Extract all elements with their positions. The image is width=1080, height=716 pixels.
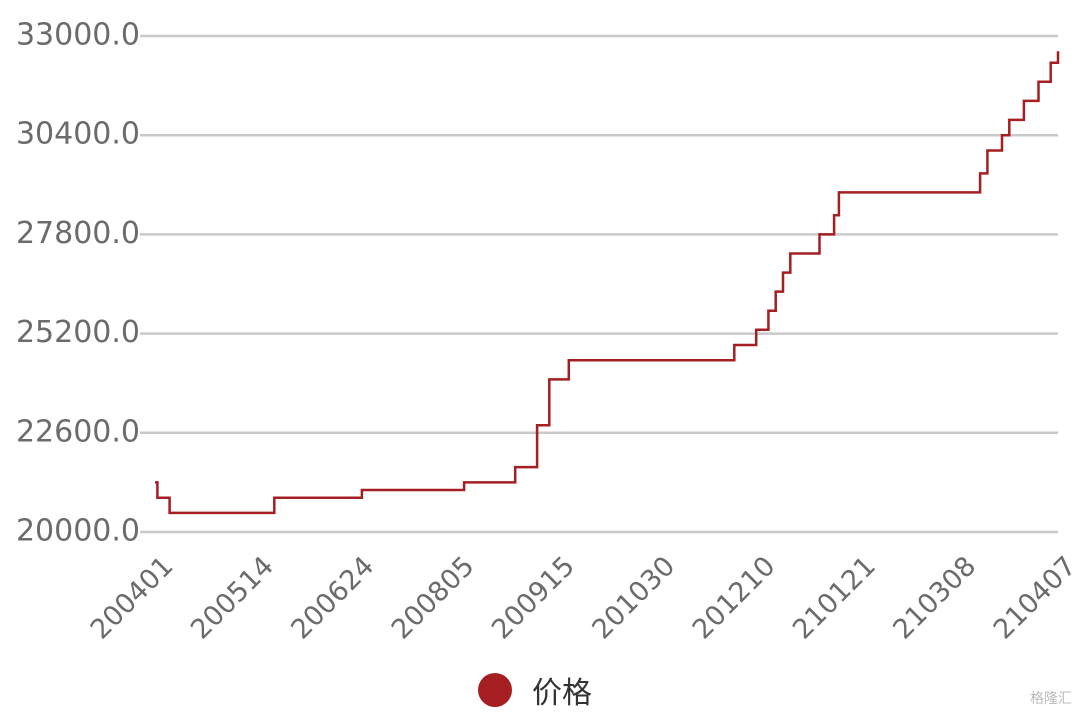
y-tick-label: 27800.0 xyxy=(16,216,140,251)
legend-label: 价格 xyxy=(532,676,592,711)
watermark: 格隆汇 xyxy=(1030,691,1072,707)
x-tick-label: 210308 xyxy=(887,551,982,646)
grid-layer xyxy=(140,34,1058,534)
y-axis: 33000.0 30400.0 27800.0 25200.0 22600.0 20000… xyxy=(16,18,140,549)
y-tick-label: 20000.0 xyxy=(16,514,140,549)
x-tick-label: 200514 xyxy=(185,551,280,646)
y-tick-label: 25200.0 xyxy=(16,315,140,350)
y-tick-label: 22600.0 xyxy=(16,414,140,449)
x-tick-label: 210407 xyxy=(988,551,1080,646)
x-axis: 200401 200514 200624 200805 200915 201030 2012… xyxy=(85,551,1080,646)
x-tick-label: 201210 xyxy=(687,551,782,646)
legend[interactable]: 价格 xyxy=(478,668,592,712)
x-tick-label: 200401 xyxy=(85,551,180,646)
y-tick-label: 33000.0 xyxy=(16,18,140,53)
series-line xyxy=(155,51,1060,515)
x-tick-label: 200915 xyxy=(486,551,581,646)
legend-marker xyxy=(478,673,512,707)
x-tick-label: 201030 xyxy=(586,551,681,646)
y-tick-label: 30400.0 xyxy=(16,117,140,152)
x-tick-label: 200624 xyxy=(285,551,380,646)
series-layer xyxy=(155,51,1060,515)
x-tick-label: 200805 xyxy=(386,551,481,646)
x-tick-label: 210121 xyxy=(787,551,882,646)
